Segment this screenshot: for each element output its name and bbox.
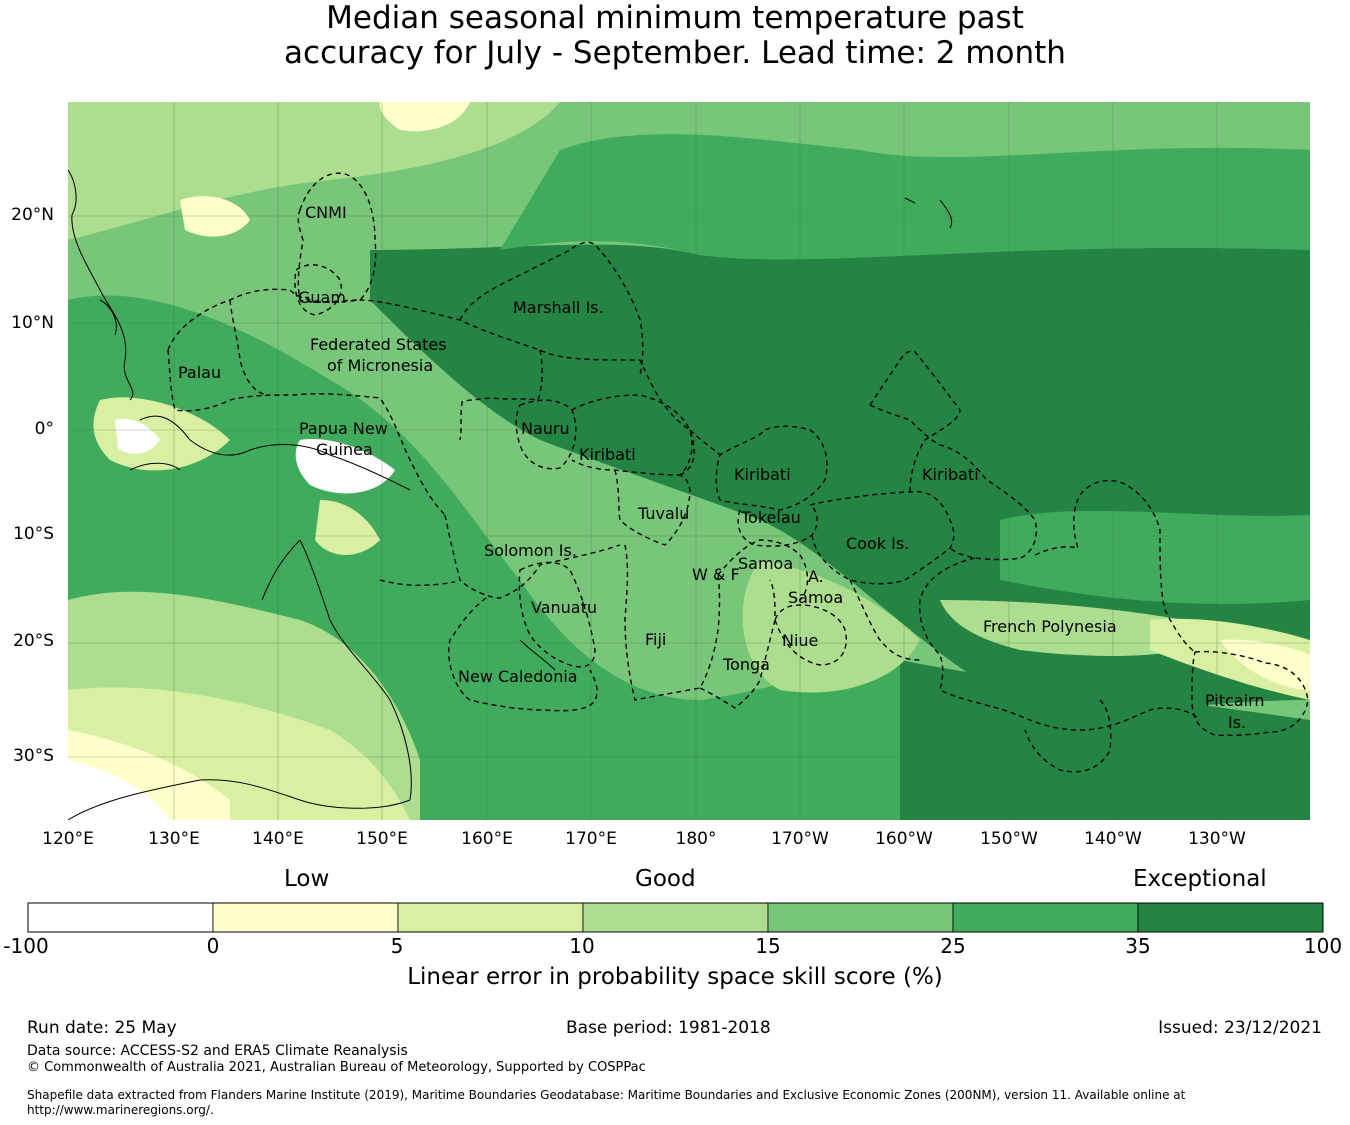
- colorbar-tick-35: 35: [1125, 934, 1151, 958]
- region-label-new-caledonia: New Caledonia: [458, 667, 578, 686]
- colorbar-tick-100: 100: [1303, 934, 1343, 958]
- region-label-kiribati-east: Kiribati: [922, 465, 979, 484]
- region-label-tuvalu: Tuvalu: [637, 504, 689, 523]
- colorbar-tick-25: 25: [940, 934, 966, 958]
- region-label-niue: Niue: [782, 631, 818, 650]
- colorbar-label: Linear error in probability space skill …: [407, 964, 943, 990]
- colorbar-tick-0: 0: [206, 934, 220, 958]
- colorbar-segment: [1137, 902, 1324, 933]
- colorbar-segments: [27, 902, 1324, 933]
- lat-tick-0: 0°: [34, 419, 54, 439]
- region-label-wallis-futuna: W & F: [692, 565, 740, 584]
- graticule: [68, 102, 1310, 820]
- legend-category-low: Low: [284, 866, 330, 892]
- run-date: Run date: 25 May: [27, 1018, 177, 1038]
- region-label-png-line2: Guinea: [316, 440, 373, 459]
- skill-score-field: [68, 102, 1310, 820]
- region-label-pitcairn-line1: Pitcairn: [1205, 691, 1265, 710]
- region-label-fiji: Fiji: [645, 630, 666, 649]
- lon-tick-170e: 170°E: [565, 829, 617, 849]
- lat-tick-20n: 20°N: [11, 205, 54, 225]
- colorbar-tick-10: 10: [569, 934, 595, 958]
- region-label-solomon-is: Solomon Is.: [484, 541, 577, 560]
- lon-tick-150w: 150°W: [980, 829, 1038, 849]
- chart-title-line-1: Median seasonal minimum temperature past: [326, 0, 1024, 36]
- region-label-guam: Guam: [298, 288, 346, 307]
- lat-tick-10n: 10°N: [11, 313, 54, 333]
- lat-tick-30s: 30°S: [13, 746, 54, 766]
- lon-tick-170w: 170°W: [771, 829, 829, 849]
- issued-date: Issued: 23/12/2021: [1158, 1018, 1322, 1038]
- colorbar-tick-neg100: -100: [3, 934, 49, 958]
- colorbar-tick-5: 5: [390, 934, 404, 958]
- region-label-kiribati-central: Kiribati: [734, 465, 791, 484]
- lon-tick-120e: 120°E: [42, 829, 94, 849]
- legend-category-good: Good: [635, 866, 696, 892]
- region-label-fsm-line2: of Micronesia: [327, 356, 433, 375]
- lon-tick-150e: 150°E: [356, 829, 408, 849]
- chart-title-line-2: accuracy for July - September. Lead time…: [284, 35, 1066, 71]
- region-label-cook-is: Cook Is.: [846, 534, 909, 553]
- region-label-french-polynesia: French Polynesia: [983, 617, 1117, 636]
- lat-tick-20s: 20°S: [13, 631, 54, 651]
- region-label-pitcairn-line2: Is.: [1228, 713, 1246, 732]
- colorbar-tick-15: 15: [755, 934, 781, 958]
- lon-tick-180: 180°: [675, 829, 717, 849]
- lon-tick-160w: 160°W: [875, 829, 933, 849]
- base-period: Base period: 1981-2018: [566, 1018, 771, 1038]
- lon-tick-130w: 130°W: [1188, 829, 1246, 849]
- region-label-tonga: Tonga: [722, 655, 770, 674]
- region-label-nauru: Nauru: [521, 419, 570, 438]
- region-label-kiribati-west: Kiribati: [579, 445, 636, 464]
- eez-boundaries: [167, 172, 1309, 773]
- legend-category-exceptional: Exceptional: [1133, 866, 1267, 892]
- colorbar-segment: [397, 902, 584, 933]
- lon-tick-140e: 140°E: [252, 829, 304, 849]
- lon-tick-130e: 130°E: [148, 829, 200, 849]
- data-source: Data source: ACCESS-S2 and ERA5 Climate …: [27, 1043, 408, 1059]
- skill-score-map: CNMI Guam Marshall Is. Federated States …: [68, 102, 1310, 820]
- colorbar-segment: [212, 902, 399, 933]
- copyright: © Commonwealth of Australia 2021, Austra…: [27, 1060, 646, 1075]
- region-label-american-samoa-line2: Samoa: [788, 588, 843, 607]
- region-labels: CNMI Guam Marshall Is. Federated States …: [178, 203, 1265, 732]
- lon-tick-160e: 160°E: [461, 829, 513, 849]
- colorbar-frame: [27, 902, 1324, 933]
- region-label-png-line1: Papua New: [299, 419, 388, 438]
- lat-tick-10s: 10°S: [13, 524, 54, 544]
- colorbar-segment: [27, 902, 214, 933]
- region-label-vanuatu: Vanuatu: [531, 598, 597, 617]
- region-label-palau: Palau: [178, 363, 221, 382]
- region-label-tokelau: Tokelau: [740, 508, 801, 527]
- colorbar-segment: [582, 902, 769, 933]
- lon-tick-140w: 140°W: [1084, 829, 1142, 849]
- region-label-marshall-is: Marshall Is.: [513, 298, 604, 317]
- shapefile-credit: Shapefile data extracted from Flanders M…: [27, 1088, 1186, 1117]
- colorbar-segment: [767, 902, 954, 933]
- region-label-fsm-line1: Federated States: [310, 335, 447, 354]
- coastlines: [68, 169, 953, 820]
- region-label-samoa: Samoa: [738, 554, 793, 573]
- region-label-cnmi: CNMI: [305, 203, 347, 222]
- colorbar-segment: [952, 902, 1139, 933]
- region-label-american-samoa-line1: A.: [808, 567, 824, 586]
